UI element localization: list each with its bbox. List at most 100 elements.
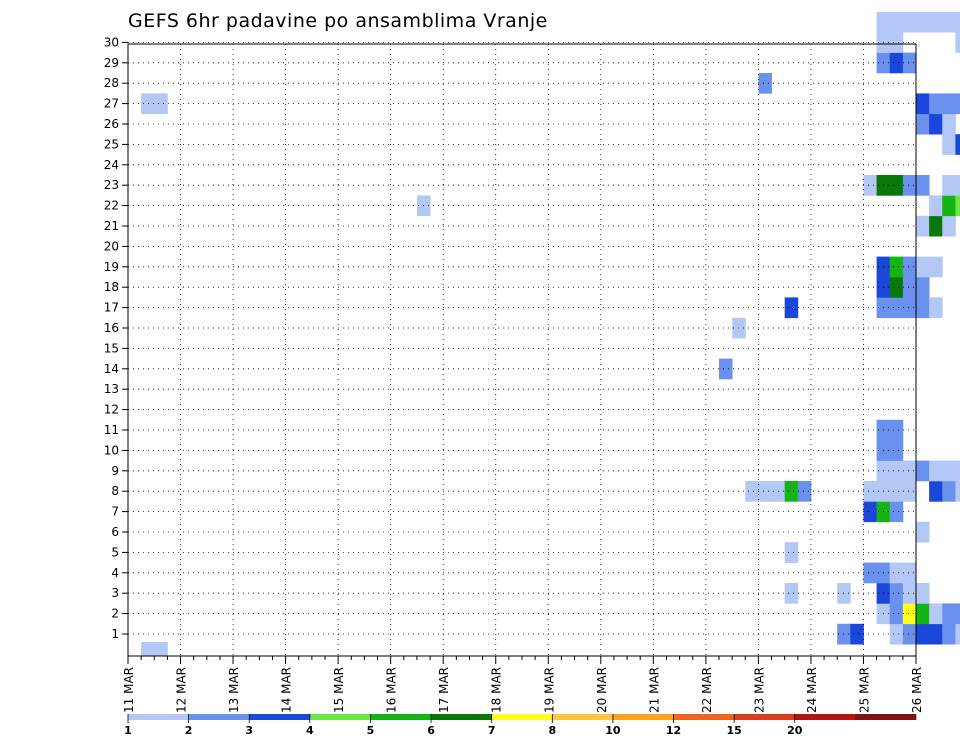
heatmap-cell-99 bbox=[942, 460, 956, 482]
legend-label-10: 10 bbox=[605, 724, 621, 737]
heatmap-cell-98 bbox=[929, 460, 943, 482]
heatmap-cell-144 bbox=[916, 215, 930, 237]
heatmap-cell-208 bbox=[929, 113, 943, 135]
heatmap-cell-218 bbox=[154, 93, 168, 115]
heatmap-cell-47 bbox=[942, 603, 956, 625]
heatmap-cell-146 bbox=[942, 215, 956, 237]
heatmap-cell-57 bbox=[902, 583, 917, 604]
x-tick-label-1: 12 MAR bbox=[175, 667, 189, 713]
heatmap-cell-66 bbox=[902, 562, 917, 584]
y-tick-label-20: 20 bbox=[104, 239, 119, 253]
y-tick-label-11: 11 bbox=[104, 423, 119, 437]
heatmap-cell-209 bbox=[942, 113, 956, 135]
legend-label-2: 2 bbox=[185, 724, 193, 737]
x-tick-label-5: 16 MAR bbox=[385, 667, 399, 713]
legend-swatch-6 bbox=[491, 714, 553, 720]
y-tick-label-16: 16 bbox=[104, 321, 119, 335]
x-tick-label-10: 21 MAR bbox=[647, 667, 661, 713]
y-tick-label-26: 26 bbox=[104, 117, 119, 131]
heatmap-cell-95 bbox=[889, 460, 904, 482]
heatmap-cell-81 bbox=[784, 481, 799, 502]
heatmap-cell-217 bbox=[141, 93, 155, 115]
heatmap-cell-44 bbox=[902, 603, 917, 625]
heatmap-cell-257 bbox=[889, 32, 904, 53]
y-tick-label-10: 10 bbox=[104, 443, 119, 457]
y-tick-label-27: 27 bbox=[104, 97, 119, 111]
heatmap-cell-74 bbox=[916, 521, 930, 543]
heatmap-cell-145 bbox=[929, 215, 943, 237]
heatmap-cell-250 bbox=[758, 73, 772, 94]
heatmap-cells bbox=[141, 11, 960, 657]
heatmap-cell-203 bbox=[942, 134, 956, 155]
heatmap-cell-130 bbox=[916, 277, 930, 298]
heatmap-cell-166 bbox=[942, 175, 956, 196]
heatmap-cell-83 bbox=[863, 481, 877, 502]
heatmap-cell-58 bbox=[916, 583, 930, 604]
y-tick-label-14: 14 bbox=[104, 362, 119, 376]
heatmap-cell-77 bbox=[889, 501, 904, 523]
y-axis: 1234567891011121314151617181920212223242… bbox=[104, 35, 128, 641]
legend-swatch-3 bbox=[309, 714, 371, 720]
heatmap-cell-135 bbox=[929, 256, 943, 278]
heatmap-cell-45 bbox=[916, 603, 930, 625]
y-tick-label-8: 8 bbox=[111, 484, 119, 498]
heatmap-cell-102 bbox=[889, 440, 904, 461]
heatmap-cell-104 bbox=[889, 419, 904, 441]
legend-label-5: 5 bbox=[367, 724, 375, 737]
y-tick-label-2: 2 bbox=[111, 607, 119, 621]
heatmap-cell-79 bbox=[758, 481, 772, 502]
x-tick-label-9: 20 MAR bbox=[595, 667, 609, 713]
heatmap-cell-100 bbox=[955, 460, 960, 482]
legend-swatch-4 bbox=[370, 714, 432, 720]
heatmap-cell-260 bbox=[889, 11, 904, 33]
y-tick-label-6: 6 bbox=[111, 525, 119, 539]
heatmap-cell-164 bbox=[902, 175, 917, 196]
x-tick-label-4: 15 MAR bbox=[332, 667, 346, 713]
heatmap-cell-258 bbox=[955, 32, 960, 53]
y-tick-label-7: 7 bbox=[111, 505, 119, 519]
y-tick-label-12: 12 bbox=[104, 403, 119, 417]
y-tick-label-4: 4 bbox=[111, 566, 119, 580]
y-tick-label-9: 9 bbox=[111, 464, 119, 478]
x-tick-label-6: 17 MAR bbox=[437, 667, 451, 713]
heatmap-cell-96 bbox=[902, 460, 917, 482]
legend-label-12: 12 bbox=[666, 724, 681, 737]
legend-label-8: 8 bbox=[548, 724, 556, 737]
y-tick-label-24: 24 bbox=[104, 158, 119, 172]
x-tick-label-11: 22 MAR bbox=[700, 667, 714, 713]
heatmap-cell-89 bbox=[955, 481, 960, 502]
y-tick-label-22: 22 bbox=[104, 199, 119, 213]
heatmap-cell-114 bbox=[916, 297, 930, 319]
x-tick-label-12: 23 MAR bbox=[752, 667, 766, 713]
legend-label-20: 20 bbox=[787, 724, 803, 737]
heatmap-cell-78 bbox=[745, 481, 759, 502]
heatmap-cell-15 bbox=[955, 623, 960, 645]
heatmap-cell-221 bbox=[942, 93, 956, 115]
heatmap-cell-56 bbox=[889, 583, 904, 604]
y-tick-label-18: 18 bbox=[104, 280, 119, 294]
y-tick-label-28: 28 bbox=[104, 76, 119, 90]
y-tick-label-19: 19 bbox=[104, 260, 119, 274]
legend-swatch-12 bbox=[855, 714, 917, 720]
heatmap-cell-85 bbox=[889, 481, 904, 502]
heatmap-cell-46 bbox=[929, 603, 943, 625]
heatmap-cell-65 bbox=[889, 562, 904, 584]
heatmap-cell-88 bbox=[942, 481, 956, 502]
legend-swatch-9 bbox=[673, 714, 735, 720]
legend-swatch-11 bbox=[794, 714, 856, 720]
heatmap-cell-1 bbox=[154, 642, 168, 657]
grid-lines bbox=[127, 42, 917, 656]
heatmap-cell-53 bbox=[784, 583, 799, 604]
y-tick-label-15: 15 bbox=[104, 341, 119, 355]
x-tick-label-13: 24 MAR bbox=[805, 667, 819, 713]
heatmap-cell-154 bbox=[955, 195, 960, 217]
heatmap-cell-132 bbox=[889, 256, 904, 278]
heatmap-cell-43 bbox=[889, 603, 904, 625]
heatmap-cell-133 bbox=[902, 256, 917, 278]
heatmap-cell-82 bbox=[797, 481, 812, 502]
y-tick-label-17: 17 bbox=[104, 301, 119, 315]
x-axis: 11 MAR 12 MAR 13 MAR 14 MAR 15 MAR 16 MAR 17 M… bbox=[122, 656, 924, 713]
x-tick-label-0: 11 MAR bbox=[122, 667, 136, 713]
y-tick-label-13: 13 bbox=[104, 382, 119, 396]
y-tick-label-30: 30 bbox=[104, 35, 119, 49]
